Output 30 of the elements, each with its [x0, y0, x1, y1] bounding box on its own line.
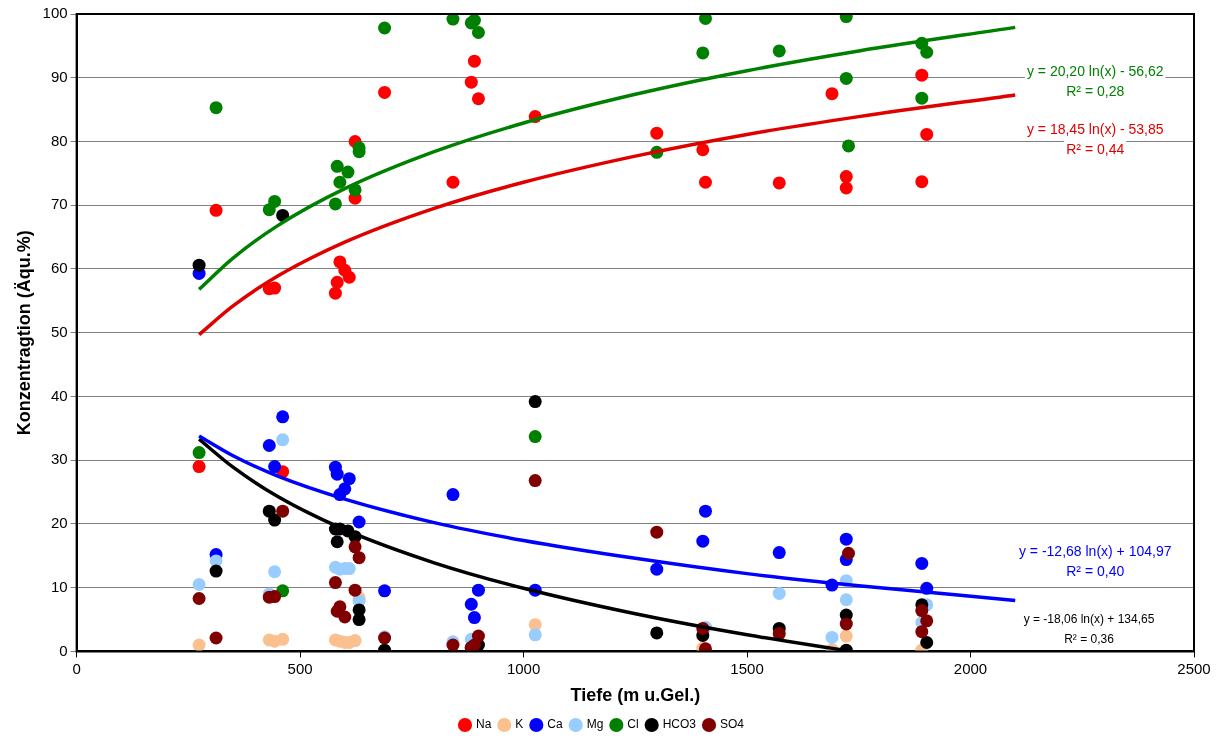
y-tick-label: 20: [50, 514, 68, 532]
annotation: y = 18,45 ln(x) - 53,85 R² = 0,44: [1026, 120, 1164, 157]
x-tick-label: 2500: [1177, 659, 1211, 677]
legend-label: SO4: [720, 717, 745, 732]
y-tick-label: 90: [50, 67, 68, 85]
y-tick-label: 30: [50, 450, 68, 468]
x-tick-label: 1000: [506, 659, 541, 677]
annotation: y = 20,20 ln(x) - 56,62 R² = 0,28: [1026, 63, 1164, 100]
y-tick-label: 60: [50, 259, 68, 277]
legend-label: Mg: [586, 717, 604, 732]
annotation: y = -18,06 ln(x) + 134,65 R² = 0,36: [1023, 611, 1155, 646]
y-tick-label: 40: [50, 386, 68, 404]
x-tick-label: 0: [72, 659, 81, 677]
x-tick-label: 2000: [953, 659, 988, 677]
y-tick-label: 100: [42, 4, 68, 22]
y-tick-label: 70: [50, 195, 68, 213]
annotation: y = -12,68 ln(x) + 104,97 R² = 0,40: [1018, 543, 1172, 580]
x-tick-label: 500: [287, 659, 313, 677]
y-tick-label: 80: [50, 131, 68, 149]
legend-label: Na: [475, 717, 492, 732]
y-tick-label: 0: [59, 641, 68, 659]
legend-label: K: [515, 717, 524, 732]
y-tick-label: 10: [50, 577, 68, 595]
legend-label: HCO3: [662, 717, 697, 732]
x-axis-title: Tiefe (m u.Gel.): [570, 685, 701, 706]
y-tick-label: 50: [50, 322, 68, 340]
x-tick-label: 1500: [730, 659, 764, 677]
legend-label: Cl: [627, 717, 639, 732]
y-axis-title: Konzentragtion (Äqu.%): [13, 230, 34, 436]
legend-label: Ca: [547, 717, 563, 732]
